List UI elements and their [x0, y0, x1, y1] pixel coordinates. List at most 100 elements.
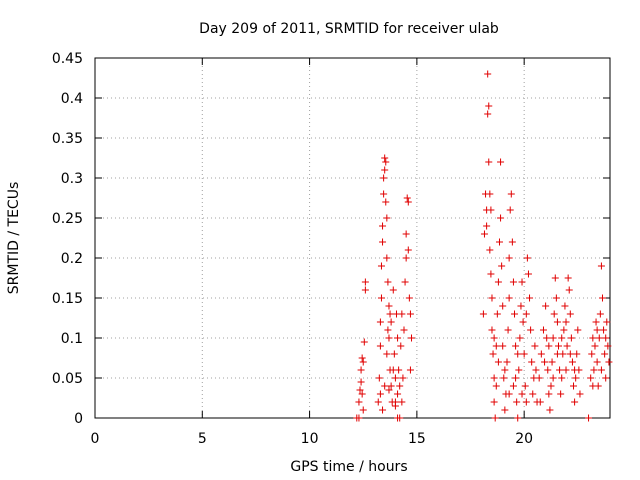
data-point — [486, 246, 494, 254]
x-tick-label: 10 — [301, 431, 319, 447]
data-point — [379, 406, 387, 414]
x-tick-label: 20 — [515, 431, 533, 447]
x-tick-label: 15 — [408, 431, 426, 447]
data-point — [605, 358, 613, 366]
data-point — [542, 302, 550, 310]
data-point — [390, 350, 398, 358]
data-point — [398, 310, 406, 318]
data-point — [381, 166, 389, 174]
data-point — [596, 310, 604, 318]
data-point — [385, 386, 393, 394]
data-points — [353, 70, 613, 422]
data-point — [387, 318, 395, 326]
y-tick-label: 0.35 — [52, 131, 83, 147]
data-point — [383, 350, 391, 358]
data-point — [576, 390, 584, 398]
data-point — [509, 382, 517, 390]
data-point — [529, 390, 537, 398]
data-point — [501, 406, 509, 414]
data-point — [514, 350, 522, 358]
data-point — [357, 378, 365, 386]
data-point — [571, 366, 579, 374]
data-point — [511, 310, 519, 318]
data-point — [550, 310, 558, 318]
data-point — [505, 390, 513, 398]
data-point — [522, 398, 530, 406]
data-point — [546, 406, 554, 414]
data-point — [600, 326, 608, 334]
data-point — [382, 158, 390, 166]
data-point — [572, 374, 580, 382]
data-point — [570, 382, 578, 390]
data-point — [490, 374, 498, 382]
data-point — [499, 302, 507, 310]
data-point — [545, 342, 553, 350]
data-point — [532, 366, 540, 374]
data-point — [485, 102, 493, 110]
data-point — [404, 246, 412, 254]
x-tick-label: 0 — [91, 431, 100, 447]
data-point — [402, 254, 410, 262]
data-point — [380, 174, 388, 182]
data-point — [528, 358, 536, 366]
chart-title: Day 209 of 2011, SRMTID for receiver ula… — [199, 21, 499, 37]
data-point — [541, 358, 549, 366]
data-point — [497, 158, 505, 166]
data-point — [523, 254, 531, 262]
data-point — [549, 334, 557, 342]
data-point — [526, 294, 534, 302]
data-point — [513, 398, 521, 406]
data-point — [386, 310, 394, 318]
data-point — [560, 326, 568, 334]
data-point — [398, 398, 406, 406]
data-point — [588, 350, 596, 358]
data-point — [485, 158, 493, 166]
data-point — [604, 342, 612, 350]
data-point — [567, 334, 575, 342]
data-point — [505, 254, 513, 262]
data-point — [399, 374, 407, 382]
y-axis-label: SRMTID / TECUs — [6, 182, 22, 295]
data-point — [555, 342, 562, 350]
data-point — [495, 238, 503, 246]
data-point — [519, 318, 527, 326]
data-point — [518, 390, 526, 398]
data-point — [556, 366, 564, 374]
data-point — [402, 230, 410, 238]
data-point — [499, 342, 507, 350]
data-point — [603, 318, 611, 326]
data-point — [382, 198, 390, 206]
data-point — [539, 326, 547, 334]
y-tick-label: 0 — [74, 411, 83, 427]
data-point — [545, 390, 553, 398]
y-tick-label: 0.25 — [52, 211, 83, 227]
data-point — [405, 294, 413, 302]
data-point — [391, 402, 399, 410]
data-point — [589, 382, 597, 390]
data-point — [387, 382, 395, 390]
data-point — [566, 350, 574, 358]
data-point — [503, 358, 511, 366]
y-tick-label: 0.1 — [61, 331, 83, 347]
data-point — [544, 366, 552, 374]
data-point — [394, 334, 402, 342]
data-point — [521, 382, 529, 390]
data-point — [565, 286, 573, 294]
data-point — [490, 398, 498, 406]
data-point — [593, 326, 601, 334]
data-point — [551, 274, 559, 282]
data-point — [595, 334, 603, 342]
data-point — [601, 350, 609, 358]
data-point — [589, 334, 597, 342]
grid-lines — [95, 58, 610, 418]
data-point — [518, 278, 526, 286]
data-point — [527, 326, 535, 334]
data-point — [488, 294, 496, 302]
data-point — [514, 414, 522, 422]
data-point — [376, 390, 384, 398]
data-point — [377, 262, 385, 270]
data-point — [492, 342, 500, 350]
data-point — [389, 286, 397, 294]
data-point — [404, 198, 412, 206]
data-point — [376, 342, 384, 350]
